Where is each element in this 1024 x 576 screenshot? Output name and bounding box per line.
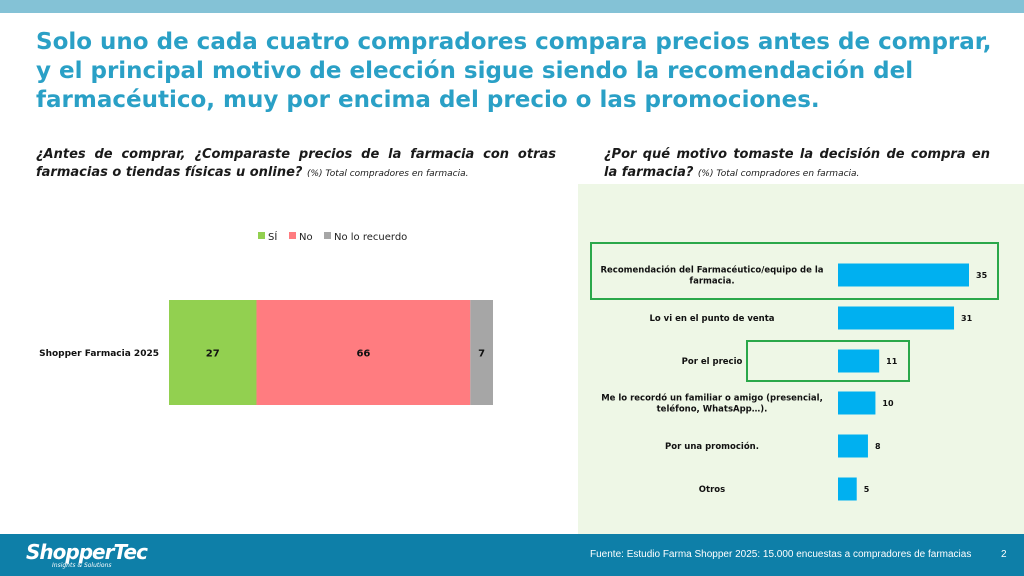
source-note: Fuente: Estudio Farma Shopper 2025: 15.0…: [590, 549, 972, 560]
left-question-note: (%) Total compradores en farmacia.: [306, 169, 469, 179]
motive-bar-1: [838, 263, 969, 287]
legend-label-2: No: [299, 232, 313, 243]
motive-category-label: Me lo recordó un familiar o amigo (prese…: [601, 393, 823, 404]
logo-tagline: Insights & Solutions: [52, 562, 112, 569]
motive-bar-2: [838, 306, 955, 330]
segment-value-label: 66: [356, 349, 370, 360]
legend-swatch-2: [289, 232, 296, 239]
slide-title: Solo uno de cada cuatro compradores comp…: [36, 29, 992, 113]
motive-bar-3: [838, 349, 880, 373]
category-label: Shopper Farmacia 2025: [39, 349, 159, 359]
segment-value-label: 27: [206, 349, 220, 360]
motive-value-label: 31: [961, 314, 973, 323]
stacked-bar-segment-2: [256, 300, 471, 405]
left-question-text: ¿Antes de comprar, ¿Comparaste precios d…: [36, 147, 556, 180]
legend-label-3: No lo recuerdo: [334, 232, 407, 243]
motive-category-label: Por una promoción.: [665, 441, 759, 452]
motive-category-label: farmacia.: [689, 277, 734, 287]
legend-swatch-3: [324, 232, 331, 239]
motive-bar-4: [838, 391, 876, 415]
motive-category-label: Lo vi en el punto de venta: [649, 314, 774, 324]
motive-bar-6: [838, 477, 857, 501]
right-question-text: ¿Por qué motivo tomaste la decisión de c…: [604, 147, 990, 180]
stacked-bar-segment-1: [169, 300, 257, 405]
stacked-bar-segment-3: [470, 300, 493, 405]
legend-swatch-1: [258, 232, 265, 239]
left-question: ¿Antes de comprar, ¿Comparaste precios d…: [36, 146, 556, 183]
page-number: 2: [1001, 549, 1007, 560]
motive-value-label: 35: [976, 271, 988, 280]
motive-category-label: Recomendación del Farmacéutico/equipo de…: [600, 265, 823, 276]
motive-value-label: 11: [886, 357, 898, 366]
shoppertec-logo: ShopperTec: [26, 540, 148, 564]
motive-category-label: Por el precio: [682, 357, 743, 367]
motive-value-label: 8: [875, 442, 881, 451]
highlight-box-recommendation: [590, 242, 999, 300]
segment-value-label: 7: [478, 349, 485, 360]
footer-bar: [0, 534, 1024, 576]
legend-label-1: SÍ: [268, 230, 277, 243]
right-question: ¿Por qué motivo tomaste la decisión de c…: [604, 146, 990, 183]
highlight-box-price: [746, 340, 910, 382]
motive-category-label: teléfono, WhatsApp…).: [657, 404, 768, 415]
top-bar: [0, 0, 1024, 13]
motive-bar-5: [838, 434, 868, 458]
right-question-note: (%) Total compradores en farmacia.: [697, 169, 860, 179]
motive-value-label: 10: [882, 399, 894, 408]
motive-category-label: Otros: [699, 485, 725, 495]
motive-value-label: 5: [864, 485, 870, 494]
